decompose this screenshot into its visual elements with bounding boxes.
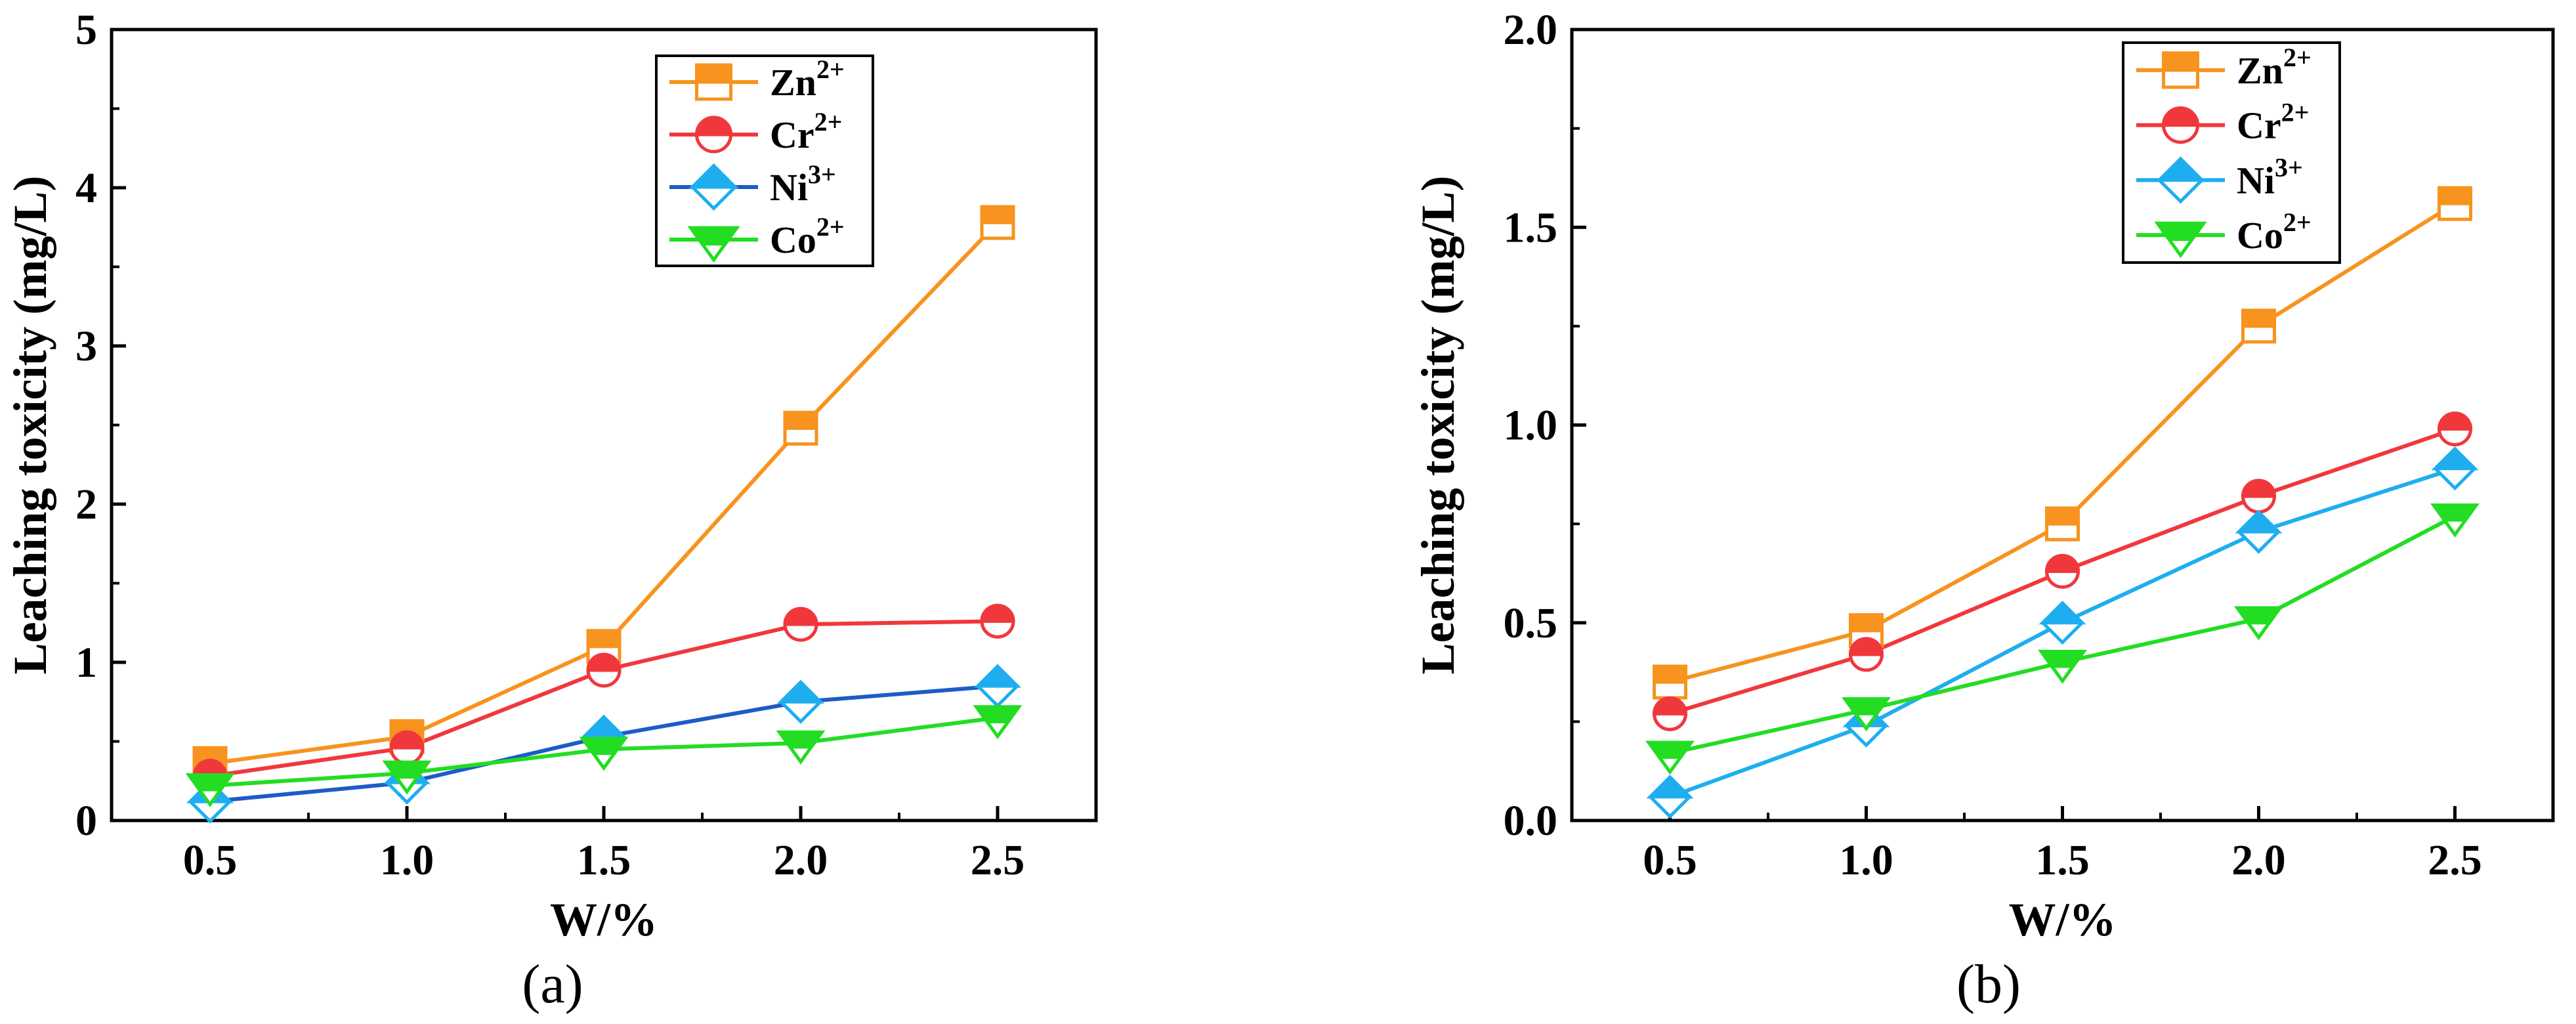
x-tick-label: 2.0 [774, 836, 828, 884]
legend-label-cr: Cr2+ [770, 107, 842, 156]
data-point-ni [1646, 775, 1694, 819]
legend-marker-co [2154, 221, 2207, 259]
data-point-co [973, 705, 1023, 740]
x-tick-label: 0.5 [1643, 836, 1697, 884]
y-tick-label: 0.5 [1504, 599, 1558, 647]
data-point-cr [2241, 479, 2277, 514]
y-axis-title: Leaching toxicity (mg/L) [4, 176, 56, 675]
data-point-zn [980, 205, 1015, 240]
y-tick-label: 5 [75, 6, 97, 54]
data-point-ni [2235, 509, 2283, 554]
data-point-ni [2431, 446, 2479, 491]
legend-marker-cr [694, 116, 733, 154]
y-tick-label: 1 [75, 639, 97, 687]
data-point-cr [2437, 412, 2473, 446]
legend-marker-co [687, 226, 740, 263]
data-point-co [776, 730, 826, 765]
legend-label-zn: Zn2+ [2237, 43, 2312, 92]
y-tick-label: 1.5 [1504, 203, 1558, 251]
x-tick-label: 1.5 [577, 836, 631, 884]
legend-label-co: Co2+ [770, 212, 845, 261]
x-tick-label: 2.5 [2428, 836, 2482, 884]
x-tick-label: 1.0 [380, 836, 434, 884]
panel-label: (a) [522, 954, 583, 1015]
data-point-zn [2045, 506, 2080, 542]
data-point-co [382, 760, 432, 795]
x-tick-label: 0.5 [183, 836, 238, 884]
y-tick-label: 3 [75, 322, 97, 370]
data-point-ni [973, 664, 1022, 708]
legend-label-ni: Ni3+ [770, 160, 836, 209]
data-point-ni [776, 679, 825, 724]
data-point-co [2430, 503, 2480, 538]
y-axis-title: Leaching toxicity (mg/L) [1412, 176, 1464, 675]
y-tick-label: 0.0 [1504, 797, 1558, 845]
data-point-cr [586, 652, 622, 688]
legend-label-cr: Cr2+ [2237, 98, 2309, 147]
data-point-cr [2044, 554, 2080, 589]
data-point-zn [1653, 664, 1687, 700]
x-tick-label: 2.0 [2231, 836, 2286, 884]
legend: Zn2+ Cr2+ Ni3+Co2+ [2122, 41, 2341, 264]
data-point-cr [389, 730, 425, 765]
data-point-cr [783, 607, 818, 642]
data-point-co [579, 736, 629, 771]
data-point-co [1645, 740, 1695, 775]
y-tick-label: 1.0 [1504, 402, 1558, 450]
x-axis-title: W/% [550, 893, 658, 946]
data-point-zn [2241, 309, 2276, 344]
panel-label: (b) [1956, 954, 2021, 1015]
data-point-zn [2438, 186, 2472, 221]
legend-label-zn: Zn2+ [770, 54, 845, 104]
legend-marker-zn [695, 63, 732, 101]
legend-label-co: Co2+ [2237, 207, 2312, 257]
data-point-co [185, 773, 235, 807]
data-point-ni [2038, 601, 2086, 645]
legend-marker-zn [2162, 51, 2199, 89]
data-point-cr [1848, 637, 1884, 672]
y-tick-label: 0 [75, 797, 97, 845]
data-point-zn [586, 629, 622, 664]
plot-frame [110, 28, 1098, 822]
x-tick-label: 1.5 [2035, 836, 2090, 884]
data-point-zn [783, 410, 818, 446]
y-tick-label: 2 [75, 480, 97, 528]
legend-marker-cr [2161, 106, 2200, 144]
data-point-co [2234, 606, 2283, 641]
x-tick-label: 2.5 [971, 836, 1025, 884]
x-tick-label: 1.0 [1839, 836, 1893, 884]
data-point-cr [1652, 696, 1688, 731]
x-axis-title: W/% [2008, 893, 2116, 946]
chart-panel-a: 0.5 1.0 1.5 2.0 2.5 0 1 2 3 4 5 W/% Leaching toxicit… [4, 6, 1098, 1015]
legend-marker-ni [2155, 156, 2206, 204]
plot-frame [1570, 28, 2555, 822]
legend-marker-ni [688, 163, 740, 211]
chart-panel-b: 0.5 1.0 1.5 2.0 2.5 0.0 0.5 1.0 1.5 2.0 W/% Leachin… [1412, 6, 2555, 1015]
legend: Zn2+Cr2+Ni3+Co2+ [655, 54, 874, 267]
data-point-co [1842, 697, 1891, 732]
y-tick-label: 2.0 [1504, 6, 1558, 54]
y-tick-label: 4 [75, 164, 97, 212]
data-point-zn [1849, 613, 1884, 649]
data-point-cr [980, 603, 1015, 639]
legend-label-ni: Ni3+ [2237, 152, 2303, 202]
data-point-co [2038, 650, 2087, 684]
